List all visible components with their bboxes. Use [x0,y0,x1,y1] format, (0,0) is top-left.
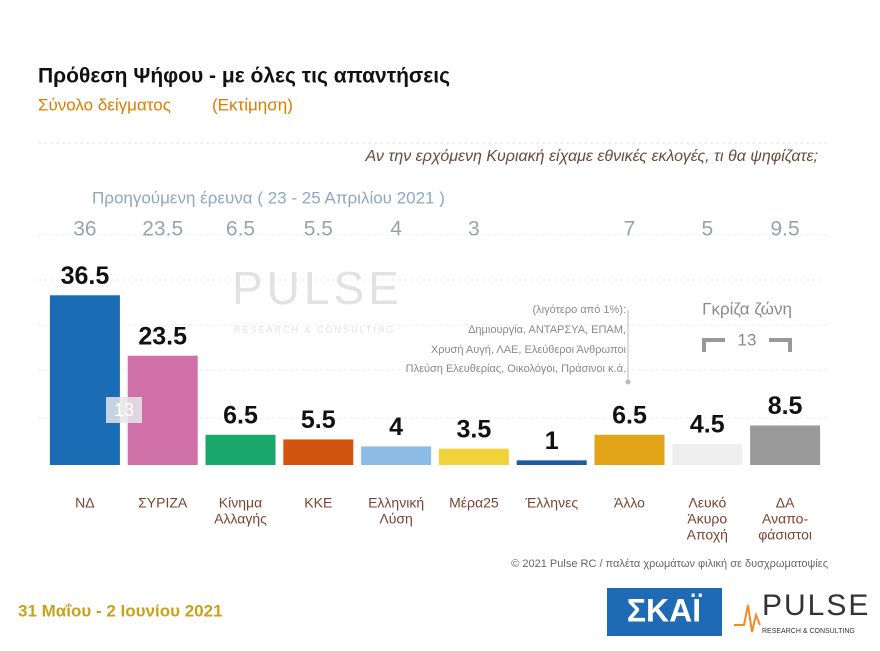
x-tick-label: Αποχή [687,527,728,543]
note-line: (λιγότερο από 1%): [533,304,627,316]
value-label: 4 [389,413,403,441]
grey-zone-bracket [702,338,792,352]
annotation: 13 [114,400,134,420]
value-label: 5.5 [301,406,336,434]
bar [438,448,509,465]
x-tick-label: Αλλαγής [214,511,267,527]
value-label: 23.5 [138,322,187,350]
pulse-logo-line [734,604,761,633]
value-label: 4.5 [690,411,725,439]
note-line: Χρυσή Αυγή, ΛΑΕ, Ελεύθεροι Άνθρωποι [431,344,627,356]
grey-zone-value: 13 [738,330,757,349]
value-label: 36.5 [61,262,110,290]
pulse-logo-sub: RESEARCH & CONSULTING [762,628,855,635]
bar [205,434,276,465]
bar [49,295,120,465]
previous-value: 6.5 [226,218,255,241]
footnote: © 2021 Pulse RC / παλέτα χρωμάτων φιλική… [511,558,828,570]
x-tick-label: Έλληνες [524,495,578,511]
question: Αν την ερχόμενη Κυριακή είχαμε εθνικές ε… [365,148,818,165]
bar [283,439,354,465]
previous-label: Προηγούμενη έρευνα ( 23 - 25 Απριλίου 20… [92,188,445,207]
chart-title: Πρόθεση Ψήφου - με όλες τις απαντήσεις [38,65,450,88]
subtitle-note: (Εκτίμηση) [212,95,293,114]
skai-logo [607,588,722,636]
previous-value: 5.5 [304,218,333,241]
bar [516,460,587,465]
value-label: 1 [545,427,559,455]
pulse-logo: PULSE [762,589,870,622]
watermark: PULSE [232,262,403,314]
x-tick-label: Κίνημα [219,495,262,511]
grey-zone-label: Γκρίζα ζώνη [702,299,792,318]
watermark-sub: RESEARCH & CONSULTING [234,324,395,334]
previous-value: 3 [468,218,480,241]
x-tick-label: Άλλο [614,495,645,511]
bar [361,446,432,465]
previous-value: 4 [390,218,402,241]
x-tick-label: Λύση [379,511,412,527]
previous-value: 36 [73,218,96,241]
previous-value: 23.5 [142,218,183,241]
x-tick-label: Λευκό [688,495,726,511]
note-dot [625,379,631,385]
x-tick-label: ΔΑ [776,495,795,511]
previous-value: 5 [701,218,713,241]
bar [672,444,743,465]
value-label: 6.5 [223,401,258,429]
value-label: 6.5 [612,401,647,429]
x-tick-label: Ελληνική [368,495,424,511]
x-tick-label: φάσιστοι [758,527,812,543]
previous-value: 7 [624,218,636,241]
x-tick-label: Αναπο- [762,511,808,527]
x-tick-label: ΝΔ [75,495,94,511]
x-tick-label: ΣΥΡΙΖΑ [138,495,188,511]
x-tick-label: Μέρα25 [449,495,499,511]
x-tick-label: ΚΚΕ [304,495,332,511]
x-tick-label: Άκυρο [687,511,727,527]
bar [594,434,665,465]
annotation-box [106,397,142,423]
bar [750,425,821,465]
value-label: 3.5 [457,415,492,443]
value-label: 8.5 [768,392,803,420]
note-line: Δημιουργία, ΑΝΤΑΡΣΥΑ, ΕΠΑΜ, [468,324,626,336]
skai-logo-text: ΣΚΑΪ [627,592,702,628]
previous-value: 9.5 [770,218,799,241]
date: 31 Μαΐου - 2 Ιουνίου 2021 [18,601,223,620]
note-line: Πλεύση Ελευθερίας, Οικολόγοι, Πράσινοι κ… [406,363,626,375]
subtitle: Σύνολο δείγματος [38,95,171,114]
bars: 36.536ΝΔ23.523.5ΣΥΡΙΖΑ6.56.5ΚίνημαΑλλαγή… [49,218,821,543]
